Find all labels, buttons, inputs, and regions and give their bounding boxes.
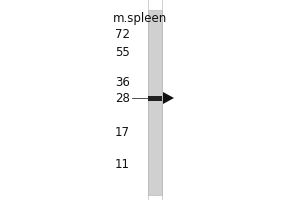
Bar bbox=[148, 10, 162, 195]
Text: 11: 11 bbox=[115, 158, 130, 170]
Polygon shape bbox=[163, 92, 174, 104]
Text: 28: 28 bbox=[115, 92, 130, 104]
Text: 55: 55 bbox=[115, 46, 130, 60]
Bar bbox=[148, 96, 162, 100]
Text: m.spleen: m.spleen bbox=[113, 12, 167, 25]
Text: 36: 36 bbox=[115, 76, 130, 90]
Text: 17: 17 bbox=[115, 127, 130, 140]
Text: 72: 72 bbox=[115, 28, 130, 42]
